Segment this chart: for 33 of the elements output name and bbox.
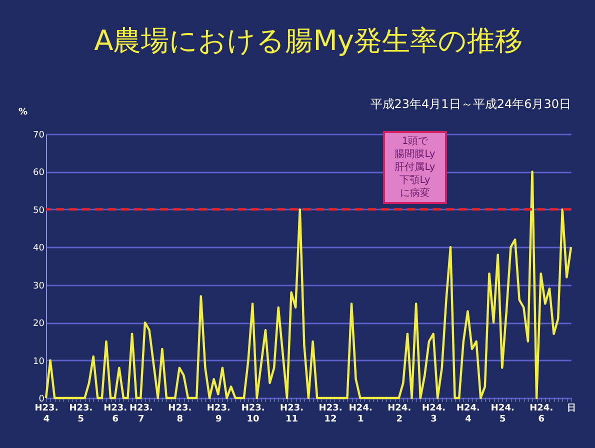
x-tick-label: H24. 2 (388, 404, 412, 424)
y-tick-label: 0 (38, 394, 45, 404)
chart-subtitle: 平成23年4月1日～平成24年6月30日 (370, 97, 571, 111)
x-tick-label: H23. 5 (69, 404, 93, 424)
x-tick-label: H24. 1 (348, 404, 372, 424)
x-tick-label: H24. 5 (490, 404, 514, 424)
y-tick-label: 50 (33, 206, 45, 216)
y-tick-label: 10 (33, 356, 45, 367)
y-tick-label: 40 (33, 244, 45, 254)
line-series (44, 170, 572, 400)
y-tick-label: 30 (33, 281, 45, 292)
x-tick-label: H24. 6 (530, 404, 554, 424)
x-tick-label: H23. 8 (168, 404, 192, 424)
annotation: 肝付属Ly (394, 162, 436, 173)
y-axis-title: % (18, 108, 28, 118)
x-tick-label: H23. 10 (241, 404, 265, 424)
x-tick-label: H24. 3 (422, 404, 446, 424)
x-tick-label: H23. 12 (318, 404, 342, 424)
x-tick-label: H24. 4 (456, 404, 480, 424)
chart-title: A農場における腸My発生率の推移 (94, 24, 523, 57)
annotation: 1頭で (402, 136, 430, 147)
x-tick-label: H23. 7 (129, 404, 153, 424)
y-tick-label: 70 (33, 130, 45, 140)
y-tick-label: 20 (33, 319, 45, 330)
x-tick-label: H23. 11 (280, 404, 304, 424)
x-tick-label: 日 (567, 402, 576, 414)
x-tick-label: H23. 9 (206, 404, 230, 424)
annotation: 下顎Ly (400, 175, 430, 186)
x-tick-label: H23. 4 (34, 404, 58, 424)
annotation: に病変 (400, 187, 430, 199)
y-tick-label: 60 (33, 168, 45, 178)
annotation: 腸間膜Ly (394, 148, 436, 160)
x-tick-label: H23. 6 (104, 404, 128, 424)
